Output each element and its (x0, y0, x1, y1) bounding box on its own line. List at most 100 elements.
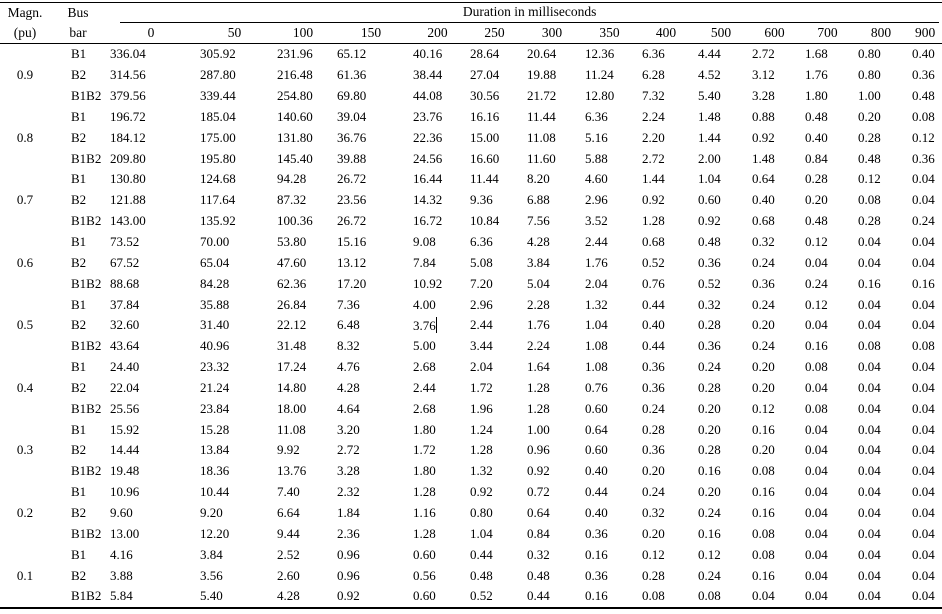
busbar-cell: B1B2 (71, 150, 102, 166)
value-cell: 0.60 (698, 192, 721, 208)
magnitude-header-line1: Magn. (7, 5, 43, 20)
value-cell: 0.16 (752, 567, 775, 583)
magnitude-cell: 0.1 (16, 567, 34, 583)
value-cell: 0.04 (805, 546, 828, 562)
value-cell: 5.00 (413, 338, 436, 354)
value-cell: 0.04 (858, 379, 881, 395)
value-cell: 0.92 (642, 192, 665, 208)
value-cell: 5.40 (698, 88, 721, 104)
value-cell: 24.40 (110, 359, 140, 375)
value-cell: 4.16 (110, 546, 133, 562)
value-cell: 53.80 (277, 234, 307, 250)
value-cell: 7.56 (527, 213, 550, 229)
value-cell: 18.00 (277, 400, 307, 416)
value-cell: 0.44 (470, 546, 493, 562)
value-cell: 0.36 (642, 379, 665, 395)
value-cell: 0.08 (912, 108, 935, 124)
value-cell: 0.04 (805, 254, 828, 270)
value-cell: 14.44 (110, 442, 140, 458)
value-cell: 6.28 (642, 67, 665, 83)
value-cell: 3.20 (337, 421, 360, 437)
table-row: B2 22.04 21.24 14.80 4.28 2.44 1.72 1.28 0.76 0.3… (0, 378, 942, 399)
value-cell: 3.56 (200, 567, 223, 583)
value-cell: 0.16 (912, 275, 935, 291)
table-body: 0.9 B1 336.04 305.92 231.96 65.12 40.16 28.64 20… (0, 44, 942, 608)
value-cell: 131.80 (277, 129, 313, 145)
value-cell: 65.04 (200, 254, 230, 270)
table-row: B1B2 25.56 23.84 18.00 4.64 2.68 1.96 1.28 0.60 0… (0, 398, 942, 419)
value-cell: 0.28 (858, 129, 881, 145)
value-cell: 0.48 (912, 88, 935, 104)
table-row: 0.8 B1 196.72 185.04 140.60 39.04 23.76 16.16 11… (0, 107, 942, 145)
value-cell: 10.44 (200, 484, 230, 500)
busbar-cell: B1 (71, 234, 87, 250)
value-cell: 0.92 (527, 463, 550, 479)
value-cell: 0.16 (858, 275, 881, 291)
value-cell: 0.48 (470, 567, 493, 583)
value-cell: 0.04 (912, 400, 935, 416)
value-cell: 1.16 (413, 504, 436, 520)
value-cell: 0.16 (698, 525, 721, 541)
value-cell: 13.84 (200, 442, 230, 458)
busbar-cell: B2 (71, 192, 87, 208)
value-cell: 0.96 (337, 546, 360, 562)
value-cell: 0.48 (698, 234, 721, 250)
value-cell: 7.20 (470, 275, 493, 291)
value-cell: 4.00 (413, 296, 436, 312)
value-cell: 1.28 (413, 484, 436, 500)
value-cell: 0.52 (698, 275, 721, 291)
value-cell: 1.32 (470, 463, 493, 479)
table-row: B2 314.56 287.80 216.48 61.36 38.44 27.04 19.88… (0, 65, 942, 86)
value-cell: 0.28 (642, 421, 665, 437)
value-cell: 84.28 (200, 275, 230, 291)
value-cell: 13.76 (277, 463, 307, 479)
value-cell: 14.32 (413, 192, 443, 208)
value-cell: 47.60 (277, 254, 307, 270)
busbar-cell: B1 (71, 108, 87, 124)
value-cell: 2.96 (470, 296, 493, 312)
value-cell: 1.72 (470, 379, 493, 395)
value-cell: 305.92 (200, 46, 236, 62)
table-row: B1B2 19.48 18.36 13.76 3.28 1.80 1.32 0.92 0.40 0… (0, 461, 942, 482)
duration-column-header: 500 (694, 23, 748, 44)
value-cell: 0.04 (858, 400, 881, 416)
value-cell: 1.64 (527, 359, 550, 375)
value-cell: 11.44 (527, 108, 556, 124)
value-cell: 0.16 (805, 338, 828, 354)
value-cell: 31.48 (277, 338, 307, 354)
value-cell: 0.24 (752, 338, 775, 354)
value-cell: 0.04 (912, 379, 935, 395)
duration-header-title: Duration in milliseconds (120, 3, 940, 23)
value-cell: 0.72 (527, 484, 550, 500)
duration-column-header: 100 (273, 23, 333, 44)
value-cell: 1.76 (585, 254, 608, 270)
value-cell: 0.36 (912, 67, 935, 83)
value-cell: 24.56 (413, 150, 443, 166)
value-cell: 2.00 (698, 150, 721, 166)
busbar-cell: B2 (71, 504, 87, 520)
value-cell: 0.92 (698, 213, 721, 229)
table-row: B2 3.88 3.56 2.60 0.96 0.56 0.48 0.48 0.36 0.28 0.… (0, 565, 942, 586)
value-cell: 0.20 (752, 379, 775, 395)
value-cell: 2.72 (752, 46, 775, 62)
magnitude-cell: 0.4 (16, 379, 34, 395)
value-cell: 2.04 (585, 275, 608, 291)
value-cell: 0.92 (337, 588, 360, 604)
value-cell: 0.24 (752, 254, 775, 270)
value-cell: 124.68 (200, 171, 236, 187)
value-cell: 1.08 (585, 359, 608, 375)
value-cell: 2.60 (277, 567, 300, 583)
value-cell: 17.20 (337, 275, 367, 291)
value-cell: 0.04 (912, 463, 935, 479)
duration-column-header: 400 (638, 23, 694, 44)
value-cell: 0.04 (858, 588, 881, 604)
value-cell: 20.64 (527, 46, 557, 62)
value-cell: 130.80 (110, 171, 146, 187)
value-cell: 26.84 (277, 296, 307, 312)
table-row: B1B2 88.68 84.28 62.36 17.20 10.92 7.20 5.04 2.0… (0, 273, 942, 294)
value-cell: 0.16 (752, 504, 775, 520)
busbar-header-line1: Bus (67, 5, 89, 20)
value-cell: 39.04 (337, 108, 367, 124)
value-cell: 21.72 (527, 88, 557, 104)
value-cell: 0.92 (470, 484, 493, 500)
